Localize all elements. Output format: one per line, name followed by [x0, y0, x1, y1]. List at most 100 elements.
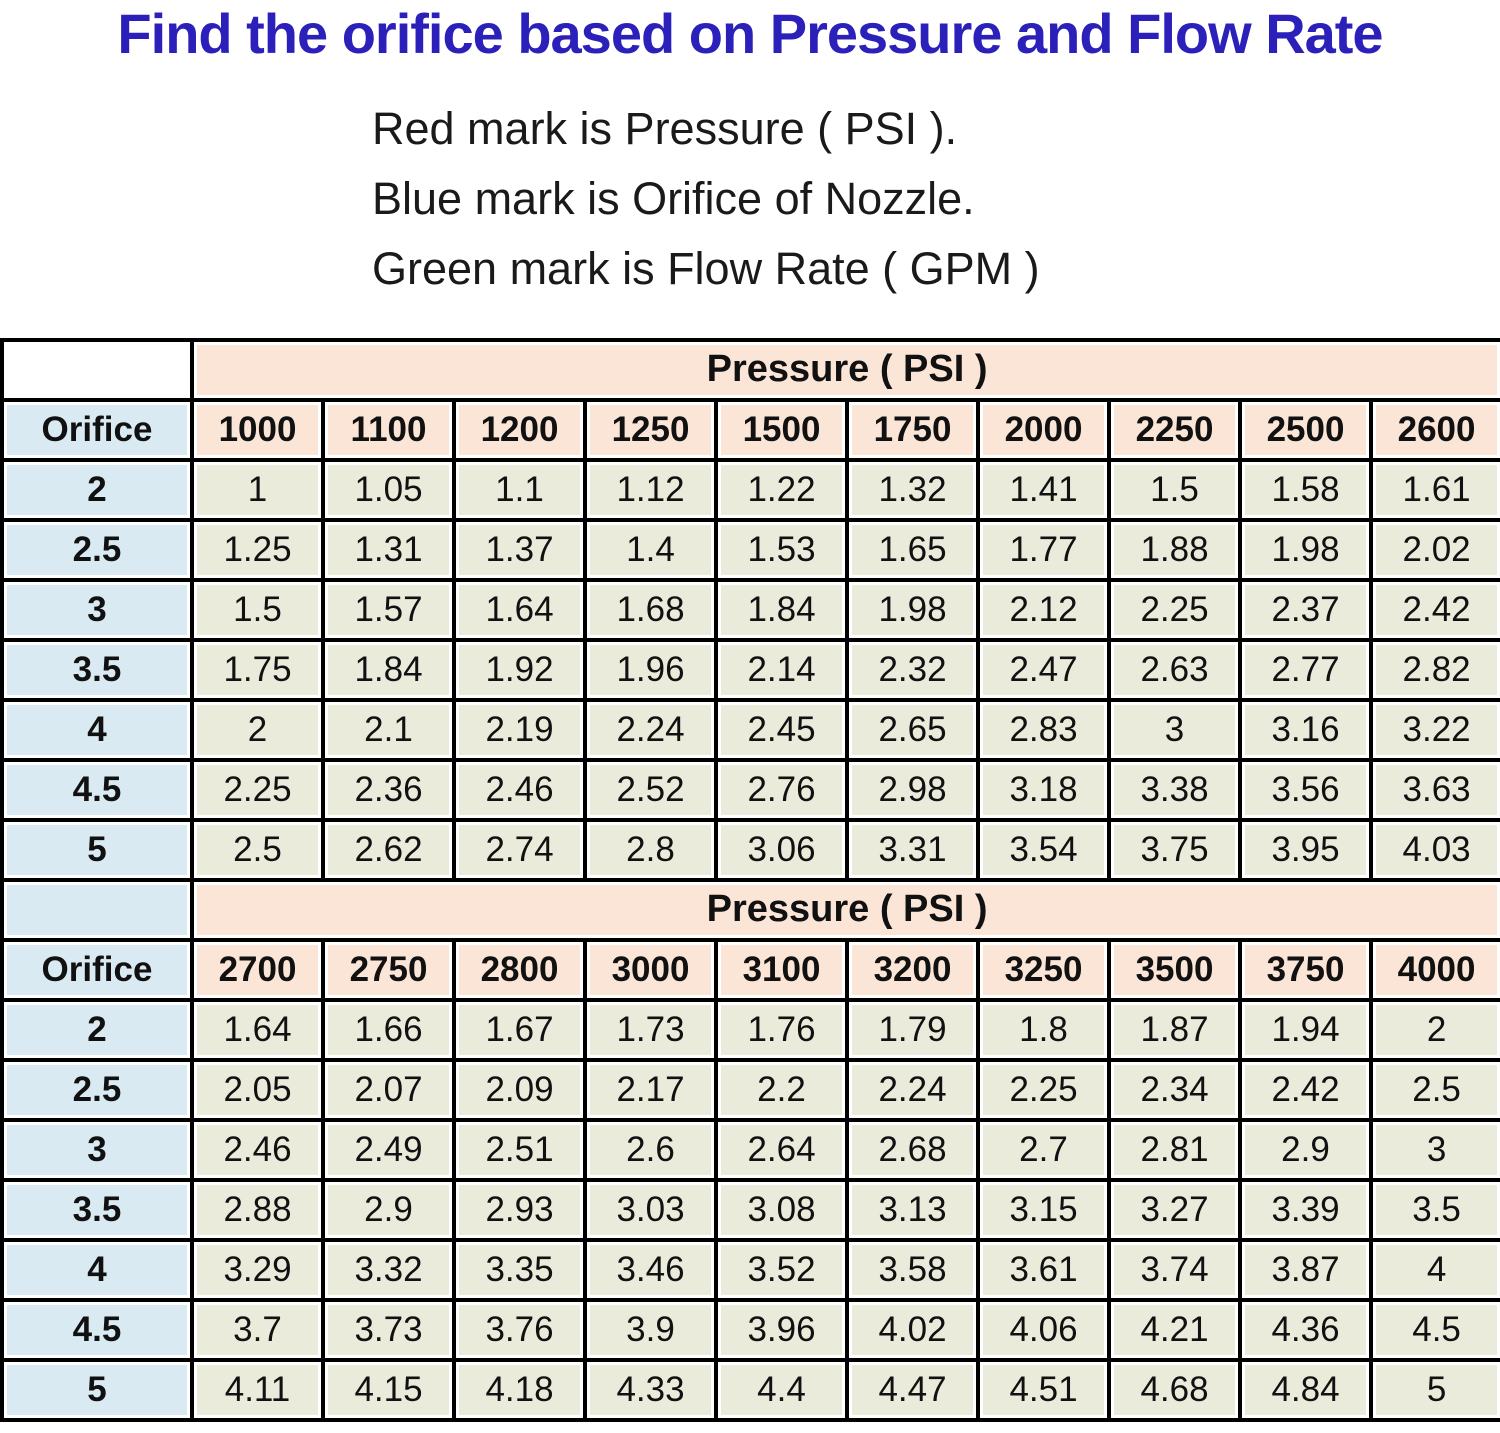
orifice-row: 3 2.46 2.49 2.51 2.6 2.64 2.68 2.7 2.81 2.9 3 [0, 1117, 1500, 1182]
flow-rate-value: 3.27 [1107, 1177, 1242, 1242]
orifice-row: 2.5 1.25 1.31 1.37 1.4 1.53 1.65 1.77 1.88 1.98 2.… [0, 517, 1500, 582]
pressure-value: 3250 [976, 937, 1111, 1002]
flow-rate-value: 4.33 [583, 1357, 718, 1422]
orifice-value: 5 [0, 1357, 194, 1422]
pressure-value: 1200 [452, 397, 587, 462]
flow-rate-value: 3.75 [1107, 817, 1242, 882]
orifice-flow-table: Pressure ( PSI ) Orifice 1000 1100 1200 1250 1… [0, 337, 1500, 1422]
pressure-value: 2600 [1368, 397, 1500, 462]
flow-rate-value: 3.74 [1107, 1237, 1242, 1302]
flow-rate-value: 3.38 [1107, 757, 1242, 822]
flow-rate-value: 2.82 [1368, 637, 1500, 702]
orifice-value: 4 [0, 697, 194, 762]
pressure-value: 1500 [714, 397, 849, 462]
orifice-row: 3 1.5 1.57 1.64 1.68 1.84 1.98 2.12 2.25 2.37 2.42 [0, 577, 1500, 642]
flow-rate-value: 4.11 [190, 1357, 325, 1422]
orifice-value: 3.5 [0, 1177, 194, 1242]
flow-rate-value: 2.05 [190, 1057, 325, 1122]
pressure-value: 4000 [1368, 937, 1500, 1002]
orifice-row: 2 1 1.05 1.1 1.12 1.22 1.32 1.41 1.5 1.58 1.61 [0, 457, 1500, 522]
flow-rate-value: 2.45 [714, 697, 849, 762]
orifice-row: 3.5 1.75 1.84 1.92 1.96 2.14 2.32 2.47 2.63 2.77 2… [0, 637, 1500, 702]
legend-line-red-pressure: Red mark is Pressure ( PSI ). [372, 103, 958, 155]
flow-rate-value: 3.52 [714, 1237, 849, 1302]
flow-rate-value: 2.46 [452, 757, 587, 822]
flow-rate-value: 3.54 [976, 817, 1111, 882]
flow-rate-value: 3.16 [1238, 697, 1373, 762]
pressure-psi-header: Pressure ( PSI ) [189, 337, 1500, 402]
flow-rate-value: 1.92 [452, 637, 587, 702]
orifice-value: 2.5 [0, 517, 194, 582]
flow-rate-value: 3.56 [1238, 757, 1373, 822]
flow-rate-value: 2.9 [1238, 1117, 1373, 1182]
flow-rate-value: 1.98 [1238, 517, 1373, 582]
page-title: Find the orifice based on Pressure and F… [117, 2, 1383, 65]
flow-rate-value: 2.7 [976, 1117, 1111, 1182]
flow-rate-value: 1.75 [190, 637, 325, 702]
pressure-value: 2800 [452, 937, 587, 1002]
flow-rate-value: 3.03 [583, 1177, 718, 1242]
orifice-row: 4.5 2.25 2.36 2.46 2.52 2.76 2.98 3.18 3.38 3.56 3… [0, 757, 1500, 822]
orifice-value: 4 [0, 1237, 194, 1302]
flow-rate-value: 1.4 [583, 517, 718, 582]
flow-rate-value: 3 [1368, 1117, 1500, 1182]
flow-rate-value: 2.42 [1238, 1057, 1373, 1122]
pressure-value: 3200 [845, 937, 980, 1002]
flow-rate-value: 1.88 [1107, 517, 1242, 582]
orifice-value: 2 [0, 457, 194, 522]
flow-rate-value: 2.9 [321, 1177, 456, 1242]
pressure-value: 3000 [583, 937, 718, 1002]
flow-rate-value: 2.37 [1238, 577, 1373, 642]
flow-rate-value: 1.94 [1238, 997, 1373, 1062]
flow-rate-value: 1.25 [190, 517, 325, 582]
flow-rate-value: 4.15 [321, 1357, 456, 1422]
pressure-table-section-1: Pressure ( PSI ) Orifice 1000 1100 1200 1250 1… [0, 337, 1500, 882]
flow-rate-value: 3.7 [190, 1297, 325, 1362]
flow-rate-value: 2.09 [452, 1057, 587, 1122]
pressure-values-row: Orifice 2700 2750 2800 3000 3100 3200 3250 3500 3… [0, 937, 1500, 1002]
pressure-value: 1000 [190, 397, 325, 462]
flow-rate-value: 2.34 [1107, 1057, 1242, 1122]
flow-rate-value: 4.68 [1107, 1357, 1242, 1422]
flow-rate-value: 1.5 [1107, 457, 1242, 522]
flow-rate-value: 2.98 [845, 757, 980, 822]
flow-rate-value: 3.13 [845, 1177, 980, 1242]
flow-rate-value: 1.65 [845, 517, 980, 582]
flow-rate-value: 2.63 [1107, 637, 1242, 702]
flow-rate-value: 2.83 [976, 697, 1111, 762]
orifice-value: 2.5 [0, 1057, 194, 1122]
flow-rate-value: 3.95 [1238, 817, 1373, 882]
flow-rate-value: 3.35 [452, 1237, 587, 1302]
flow-rate-value: 1.66 [321, 997, 456, 1062]
flow-rate-value: 2.25 [976, 1057, 1111, 1122]
pressure-values-row: Orifice 1000 1100 1200 1250 1500 1750 2000 2250 2… [0, 397, 1500, 462]
flow-rate-value: 2.02 [1368, 517, 1500, 582]
flow-rate-value: 2.25 [190, 757, 325, 822]
flow-rate-value: 3.32 [321, 1237, 456, 1302]
orifice-row: 4.5 3.7 3.73 3.76 3.9 3.96 4.02 4.06 4.21 4.36 4.5 [0, 1297, 1500, 1362]
flow-rate-value: 2 [190, 697, 325, 762]
flow-rate-value: 4.4 [714, 1357, 849, 1422]
orifice-value: 4.5 [0, 1297, 194, 1362]
flow-rate-value: 1.64 [190, 997, 325, 1062]
orifice-value: 3 [0, 577, 194, 642]
flow-rate-value: 4.06 [976, 1297, 1111, 1362]
flow-rate-value: 1.12 [583, 457, 718, 522]
flow-rate-value: 1.22 [714, 457, 849, 522]
flow-rate-value: 2.52 [583, 757, 718, 822]
flow-rate-value: 4.18 [452, 1357, 587, 1422]
flow-rate-value: 3.61 [976, 1237, 1111, 1302]
legend-notes: Red mark is Pressure ( PSI ). Blue mark … [372, 94, 1500, 303]
orifice-value: 2 [0, 997, 194, 1062]
flow-rate-value: 1.41 [976, 457, 1111, 522]
flow-rate-value: 4.84 [1238, 1357, 1373, 1422]
flow-rate-value: 3.46 [583, 1237, 718, 1302]
flow-rate-value: 3.96 [714, 1297, 849, 1362]
orifice-column-header: Orifice [0, 397, 194, 462]
pressure-table-section-2: Pressure ( PSI ) Orifice 2700 2750 2800 3000 3… [0, 877, 1500, 1422]
flow-rate-value: 2.47 [976, 637, 1111, 702]
orifice-value: 3.5 [0, 637, 194, 702]
orifice-column-header: Orifice [0, 937, 194, 1002]
flow-rate-value: 1.87 [1107, 997, 1242, 1062]
flow-rate-value: 2.25 [1107, 577, 1242, 642]
